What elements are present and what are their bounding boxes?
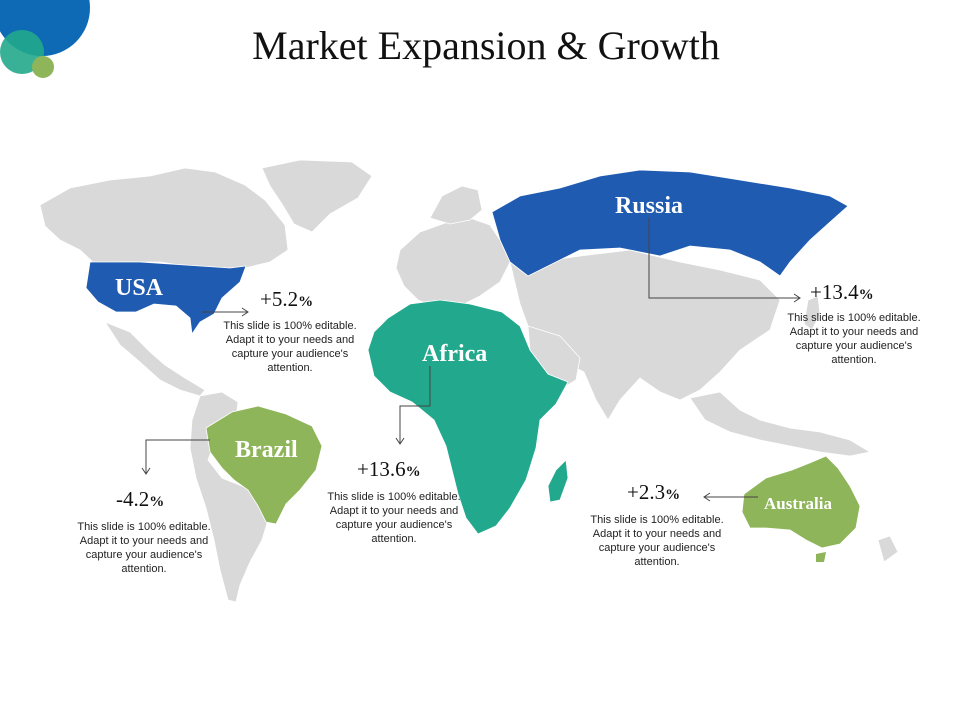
- land-scandinavia: [429, 185, 483, 225]
- africa-growth-unit: %: [405, 464, 421, 480]
- africa-growth-value: +13.6%: [357, 457, 421, 482]
- region-madagascar: [547, 459, 569, 503]
- region-russia: [491, 169, 849, 277]
- connector-russia-arrowhead: [793, 293, 801, 303]
- region-africa: [367, 299, 569, 535]
- usa-description: This slide is 100% editable. Adapt it to…: [223, 320, 357, 374]
- region-label-usa: USA: [115, 275, 164, 301]
- region-label-africa: Africa: [422, 341, 488, 367]
- land-central-america: [103, 321, 206, 397]
- connector-usa-arrowhead: [241, 307, 249, 317]
- connector-russia: [648, 218, 800, 299]
- land-new-zealand: [877, 535, 899, 563]
- region-usa: [85, 261, 247, 336]
- region-tasmania: [816, 552, 826, 562]
- usa-growth-value: +5.2%: [260, 287, 313, 312]
- brazil-growth-number: -4.2: [116, 487, 150, 511]
- russia-growth-number: +13.4: [810, 280, 859, 304]
- land-japan: [803, 295, 821, 331]
- connector-africa: [399, 366, 431, 444]
- brazil-growth-unit: %: [149, 494, 165, 510]
- region-label-russia: Russia: [615, 193, 684, 219]
- connector-australia-arrowhead: [703, 492, 711, 502]
- region-australia: [741, 455, 861, 549]
- africa-growth-number: +13.6: [357, 457, 406, 481]
- australia-description: This slide is 100% editable. Adapt it to…: [590, 514, 724, 568]
- connector-brazil-arrowhead: [141, 467, 151, 475]
- region-label-brazil: Brazil: [235, 437, 298, 463]
- land-canada: [39, 167, 289, 269]
- usa-growth-number: +5.2: [260, 287, 299, 311]
- russia-description: This slide is 100% editable. Adapt it to…: [787, 312, 921, 366]
- region-label-australia: Australia: [764, 494, 832, 513]
- brazil-description: This slide is 100% editable. Adapt it to…: [77, 521, 211, 575]
- land-europe: [395, 217, 511, 309]
- brazil-growth-value: -4.2%: [116, 487, 164, 512]
- australia-growth-number: +2.3: [627, 480, 666, 504]
- usa-growth-unit: %: [298, 294, 314, 310]
- page-title: Market Expansion & Growth: [252, 23, 720, 68]
- connector-brazil: [145, 439, 210, 474]
- africa-description: This slide is 100% editable. Adapt it to…: [327, 491, 461, 545]
- russia-growth-unit: %: [858, 287, 874, 303]
- australia-growth-value: +2.3%: [627, 480, 680, 505]
- region-brazil: [205, 405, 323, 525]
- world-landmass: [39, 159, 899, 603]
- russia-growth-value: +13.4%: [810, 280, 874, 305]
- land-greenland: [261, 159, 373, 233]
- australia-growth-unit: %: [665, 487, 681, 503]
- connector-lines: [141, 218, 801, 502]
- land-southeast-asia: [689, 391, 872, 457]
- decorative-circles: [0, 0, 90, 78]
- connector-africa-arrowhead: [395, 437, 405, 445]
